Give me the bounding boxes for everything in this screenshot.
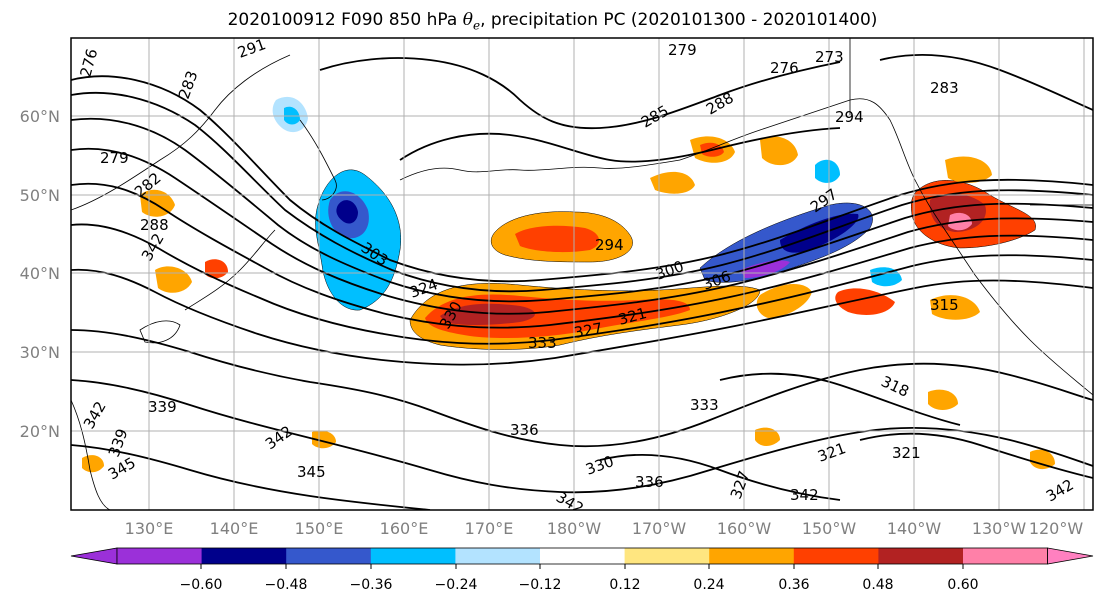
positive-anomaly-east-3	[930, 295, 980, 320]
negative-anomaly-core2	[336, 200, 358, 224]
positive-anomaly-band-deep	[440, 303, 535, 325]
contour-label: 283	[930, 79, 959, 97]
contour-label: 342	[790, 486, 819, 504]
positive-anomaly-patch-north-core	[515, 225, 600, 253]
negative-anomaly-band-core	[780, 213, 859, 253]
theta-e-contours	[71, 53, 1093, 510]
lon-tick: 120°W	[1029, 519, 1084, 538]
positive-anomaly-south-2	[1030, 449, 1055, 470]
contour-label: 345	[297, 463, 326, 481]
colorbar-tick: −0.36	[350, 577, 393, 593]
positive-anomaly-east-1	[756, 284, 812, 318]
shading-layer	[82, 96, 1055, 473]
lon-tick: 130°E	[125, 519, 174, 538]
colorbar-tick: 0.36	[778, 577, 809, 593]
colorbar-swatch	[878, 548, 964, 564]
contour-label: 288	[140, 216, 169, 234]
colorbar-swatch	[286, 548, 372, 564]
lat-tick: 20°N	[20, 422, 60, 441]
positive-anomaly-sw	[82, 455, 104, 473]
contour-label: 279	[100, 149, 129, 167]
colorbar-tick: −0.24	[435, 577, 478, 593]
colorbar-tick: 0.48	[862, 577, 893, 593]
lon-tick: 140°E	[210, 519, 259, 538]
lat-axis: 60°N 50°N 40°N 30°N 20°N	[20, 107, 60, 441]
positive-anomaly-bc	[945, 156, 992, 183]
lon-tick: 170°W	[632, 519, 687, 538]
positive-anomaly-patch-ak	[760, 136, 798, 166]
colorbar-extend-high	[1047, 547, 1094, 565]
lat-tick: 50°N	[20, 186, 60, 205]
gridlines	[71, 38, 1093, 510]
positive-anomaly-east-4	[928, 389, 958, 410]
colorbar-frame	[116, 547, 1048, 565]
colorbar-swatch	[455, 548, 541, 564]
chart-title: 2020100912 F090 850 hPa θe, precipitatio…	[227, 10, 878, 33]
contour-label: 294	[835, 108, 864, 126]
negative-anomaly-east	[870, 267, 902, 287]
positive-anomaly-west-3	[205, 259, 228, 279]
map-frame	[70, 37, 1094, 511]
lon-axis: 130°E 140°E 150°E 160°E 170°E 180°W 170°…	[125, 519, 1084, 538]
lon-tick: 150°E	[295, 519, 344, 538]
negative-anomaly-band-tail	[740, 260, 790, 278]
positive-anomaly-patch-ne	[650, 171, 695, 194]
colorbar	[70, 547, 1094, 569]
colorbar-swatch	[540, 548, 626, 564]
colorbar-swatch	[201, 548, 287, 564]
colorbar-tick: −0.60	[180, 577, 223, 593]
lon-tick: 160°E	[380, 519, 429, 538]
colorbar-tick: 0.12	[609, 577, 640, 593]
lat-tick: 60°N	[20, 107, 60, 126]
lon-tick: 160°W	[717, 519, 772, 538]
lat-tick: 30°N	[20, 343, 60, 362]
lon-tick: 140°W	[887, 519, 942, 538]
contour-label: 336	[510, 421, 539, 439]
colorbar-tick: −0.12	[519, 577, 562, 593]
colorbar-tick: 0.60	[947, 577, 978, 593]
colorbar-swatch	[793, 548, 879, 564]
lon-tick: 150°W	[802, 519, 857, 538]
colorbar-swatch	[624, 548, 710, 564]
contour-label: 333	[528, 334, 557, 352]
colorbar-extend-low	[70, 547, 118, 565]
lat-tick: 40°N	[20, 264, 60, 283]
contour-label: 339	[148, 398, 177, 416]
colorbar-swatch	[370, 548, 456, 564]
positive-anomaly-pnw-core	[929, 193, 986, 232]
lon-tick: 170°E	[465, 519, 514, 538]
lon-tick: 130°W	[972, 519, 1027, 538]
contour-label: 336	[635, 473, 664, 491]
contour-label: 279	[668, 41, 697, 59]
lon-tick: 180°W	[547, 519, 602, 538]
positive-anomaly-south-1	[755, 427, 780, 446]
colorbar-swatch	[117, 548, 203, 564]
colorbar-tick: 0.24	[693, 577, 724, 593]
contour-label: 333	[690, 396, 719, 414]
colorbar-tick: −0.48	[265, 577, 308, 593]
colorbar-ticks: −0.60 −0.48 −0.36 −0.24 −0.12 0.12 0.24 …	[180, 577, 979, 593]
contour-label: 276	[770, 59, 799, 77]
colorbar-swatch	[709, 548, 795, 564]
contour-label: 294	[595, 236, 624, 254]
contour-label: 327	[573, 319, 604, 342]
contour-label: 273	[815, 48, 844, 66]
contour-label: 321	[892, 444, 921, 462]
negative-anomaly-patch-nw	[815, 159, 840, 183]
contour-label: 315	[930, 296, 959, 314]
colorbar-swatch	[963, 548, 1049, 564]
